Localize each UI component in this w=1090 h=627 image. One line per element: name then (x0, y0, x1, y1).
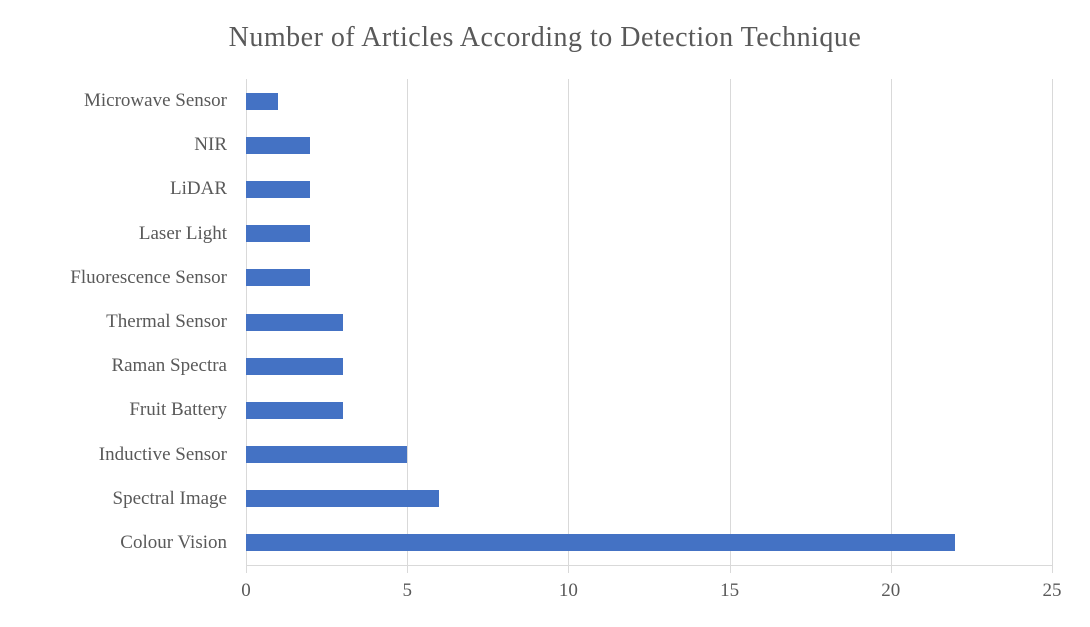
x-tick (890, 565, 892, 573)
bar (246, 534, 956, 552)
bar (246, 357, 343, 375)
gridline (407, 79, 409, 565)
category-label: Inductive Sensor (98, 443, 227, 465)
category-label: Laser Light (138, 222, 227, 244)
bar-row (246, 388, 1052, 432)
gridline (890, 79, 892, 565)
bar (246, 490, 440, 508)
x-tick (568, 565, 570, 573)
x-tick-label: 0 (241, 580, 251, 601)
category-label: Fruit Battery (129, 399, 227, 421)
x-tick-label: 5 (402, 580, 412, 601)
bar-row (246, 433, 1052, 477)
category-label: Fluorescence Sensor (70, 266, 227, 288)
bar-row (246, 300, 1052, 344)
bar-row (246, 477, 1052, 521)
gridline (729, 79, 731, 565)
x-tick (1052, 565, 1053, 573)
x-axis-line (246, 565, 1053, 566)
bar-row (246, 123, 1052, 167)
category-axis-labels: Microwave Sensor NIR LiDAR Laser Light Fluor… (0, 79, 227, 565)
bar (246, 136, 311, 154)
bar-row (246, 212, 1052, 256)
bar-row (246, 167, 1052, 211)
bar (246, 401, 343, 419)
bar (246, 92, 279, 110)
x-tick (246, 565, 247, 573)
x-axis-ticks (246, 565, 1053, 573)
plot-area (246, 79, 1053, 565)
bar (246, 313, 343, 331)
bar-row (246, 344, 1052, 388)
x-axis-tick-labels: 0 5 10 15 20 25 (241, 580, 1061, 606)
x-tick-label: 20 (881, 580, 901, 601)
bar (246, 446, 408, 464)
bar-row (246, 256, 1052, 300)
bar (246, 180, 311, 198)
chart-title: Number of Articles According to Detectio… (228, 22, 862, 53)
x-tick (407, 565, 409, 573)
category-label: LiDAR (170, 178, 227, 200)
bar (246, 269, 311, 287)
gridline (1052, 79, 1053, 565)
category-label: NIR (194, 134, 227, 156)
category-label: Raman Spectra (111, 355, 227, 377)
x-tick-label: 15 (720, 580, 740, 601)
category-label: Colour Vision (120, 531, 227, 553)
category-label: Spectral Image (112, 487, 227, 509)
bar-row (246, 521, 1052, 565)
x-tick-label: 10 (558, 580, 578, 601)
gridline (568, 79, 570, 565)
category-label: Thermal Sensor (106, 311, 227, 333)
x-tick-label: 25 (1042, 580, 1062, 601)
bar-series (246, 79, 1052, 565)
bar-row (246, 79, 1052, 123)
bar (246, 225, 311, 243)
category-label: Microwave Sensor (84, 90, 227, 112)
x-tick (729, 565, 731, 573)
